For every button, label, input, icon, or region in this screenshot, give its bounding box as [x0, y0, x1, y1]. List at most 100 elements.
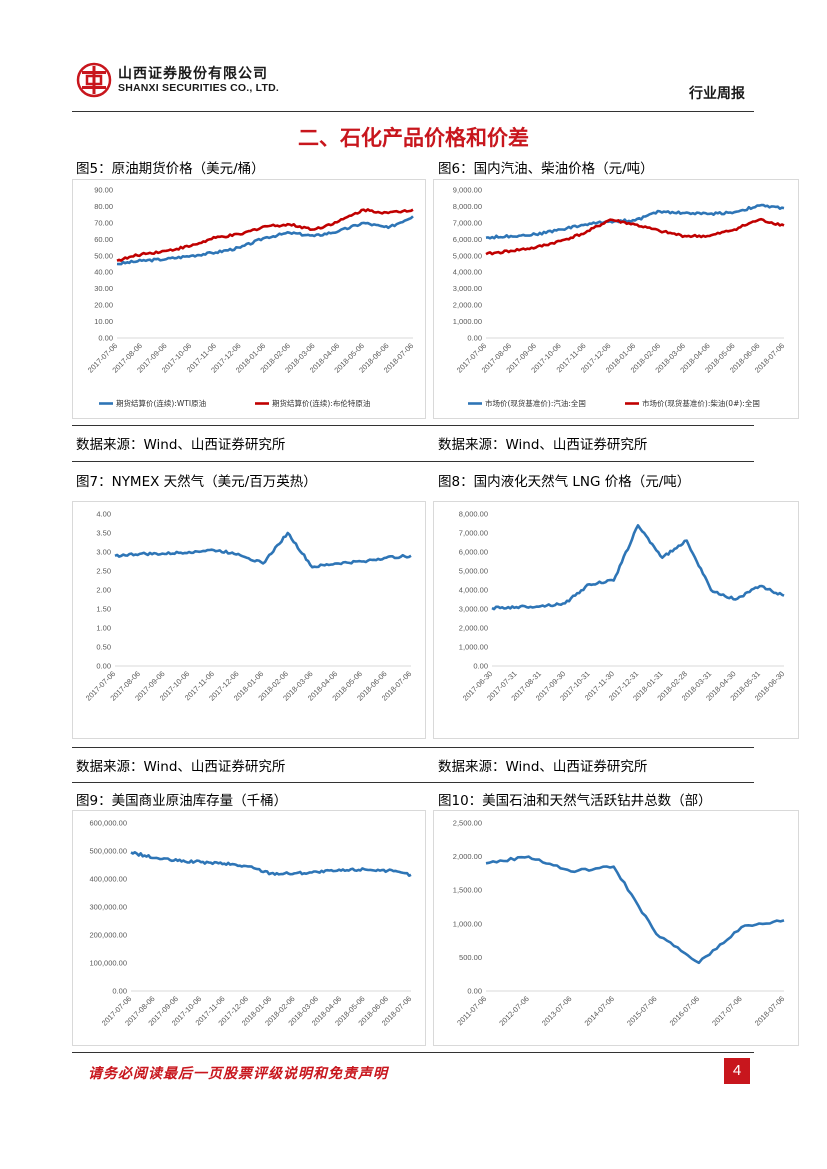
- y-tick-label: 7,000.00: [453, 218, 482, 227]
- fig5-title: 图5：原油期货价格（美元/桶）: [76, 161, 265, 177]
- y-tick-label: 0.00: [112, 987, 127, 996]
- y-tick-label: 400,000.00: [89, 875, 127, 884]
- legend-label: 市场价(现货基准价):汽油:全国: [485, 398, 586, 408]
- y-tick-label: 600,000.00: [89, 819, 127, 828]
- fig8-svg: 0.00 1,000.00 2,000.00 3,000.00 4,000.00 5,00…: [459, 510, 786, 703]
- x-tick-label: 2016-07-06: [668, 994, 701, 1027]
- divider: [72, 782, 754, 783]
- series-line-0: [116, 215, 414, 266]
- x-tick-label: 2013-07-06: [540, 994, 573, 1027]
- y-tick-label: 2,500.00: [453, 819, 482, 828]
- x-tick-label: 2017-07-06: [710, 994, 743, 1027]
- series-line-0: [485, 855, 785, 965]
- y-tick-label: 60.00: [94, 235, 113, 244]
- fig6-title: 图6：国内汽油、柴油价格（元/吨）: [438, 161, 654, 177]
- fig6-chart: 0.00 1,000.00 2,000.00 3,000.00 4,000.00 5,00…: [433, 179, 799, 419]
- y-tick-label: 3.00: [96, 548, 111, 557]
- series-line-0: [485, 203, 785, 240]
- x-tick-label: 2015-07-06: [625, 994, 658, 1027]
- y-tick-label: 1.50: [96, 605, 111, 614]
- x-tick-label: 2011-07-06: [455, 994, 488, 1027]
- report-type: 行业周报: [689, 86, 745, 102]
- y-tick-label: 1,000.00: [453, 919, 482, 928]
- divider: [72, 461, 754, 462]
- y-tick-label: 20.00: [94, 301, 113, 310]
- header-divider: [72, 111, 754, 112]
- y-tick-label: 0.00: [96, 662, 111, 671]
- fig8-title: 图8：国内液化天然气 LNG 价格（元/吨）: [438, 474, 691, 490]
- y-tick-label: 30.00: [94, 284, 113, 293]
- y-tick-label: 500.00: [459, 953, 482, 962]
- y-tick-label: 8,000.00: [453, 202, 482, 211]
- y-tick-label: 4,000.00: [459, 586, 488, 595]
- fig5-chart: 0.00 10.00 20.00 30.00 40.00 50.00 60.00 70.00 8…: [72, 179, 426, 419]
- y-tick-label: 6,000.00: [459, 548, 488, 557]
- fig9-title: 图9：美国商业原油库存量（千桶）: [76, 793, 288, 809]
- y-tick-label: 9,000.00: [453, 186, 482, 195]
- legend-label: 市场价(现货基准价):柴油(0#):全国: [642, 398, 760, 408]
- series-line-0: [491, 524, 785, 611]
- fig7-chart: 0.00 0.50 1.00 1.50 2.00 2.50 3.00 3.50 4.00 2017…: [72, 501, 426, 739]
- y-tick-label: 2,000.00: [459, 624, 488, 633]
- y-tick-label: 200,000.00: [89, 931, 127, 940]
- y-tick-label: 0.00: [467, 334, 482, 343]
- divider: [72, 425, 754, 426]
- y-tick-label: 2,000.00: [453, 301, 482, 310]
- company-name-en: SHANXI SECURITIES CO., LTD.: [118, 82, 279, 94]
- company-name-cn: 山西证券股份有限公司: [118, 66, 268, 82]
- page-number: 4: [724, 1058, 750, 1084]
- y-tick-label: 10.00: [94, 317, 113, 326]
- y-tick-label: 70.00: [94, 218, 113, 227]
- fig6-svg: 0.00 1,000.00 2,000.00 3,000.00 4,000.00 5,00…: [453, 186, 786, 409]
- series-line-1: [485, 217, 785, 256]
- y-tick-label: 7,000.00: [459, 529, 488, 538]
- fig5-source: 数据来源：Wind、山西证券研究所: [76, 437, 286, 453]
- section-title: 二、石化产品价格和价差: [298, 125, 529, 150]
- y-tick-label: 1.00: [96, 624, 111, 633]
- fig6-source: 数据来源：Wind、山西证券研究所: [438, 437, 648, 453]
- y-tick-label: 0.00: [467, 987, 482, 996]
- fig10-svg: 0.00 500.00 1,000.00 1,500.00 2,000.00 2,500.…: [453, 819, 786, 1028]
- y-tick-label: 2.50: [96, 567, 111, 576]
- y-tick-label: 40.00: [94, 268, 113, 277]
- divider: [72, 747, 754, 748]
- y-tick-label: 5,000.00: [459, 567, 488, 576]
- y-tick-label: 1,500.00: [453, 886, 482, 895]
- y-tick-label: 0.00: [98, 334, 113, 343]
- y-tick-label: 6,000.00: [453, 235, 482, 244]
- y-tick-label: 4,000.00: [453, 268, 482, 277]
- y-tick-label: 8,000.00: [459, 510, 488, 519]
- fig9-svg: 0.00 100,000.00 200,000.00 300,000.00 400,00…: [89, 819, 413, 1028]
- fig5-svg: 0.00 10.00 20.00 30.00 40.00 50.00 60.00 70.00 8…: [86, 186, 415, 409]
- series-line-0: [130, 851, 412, 877]
- x-tick-label: 2012-07-06: [497, 994, 530, 1027]
- y-tick-label: 100,000.00: [89, 959, 127, 968]
- y-tick-label: 0.50: [96, 643, 111, 652]
- y-tick-label: 2.00: [96, 586, 111, 595]
- y-tick-label: 3,000.00: [453, 284, 482, 293]
- legend-label: 期货结算价(连续):布伦特原油: [272, 398, 370, 408]
- disclaimer-note: 请务必阅读最后一页股票评级说明和免责声明: [88, 1066, 388, 1082]
- y-tick-label: 2,000.00: [453, 852, 482, 861]
- y-tick-label: 80.00: [94, 202, 113, 211]
- fig10-title: 图10：美国石油和天然气活跃钻井总数（部）: [438, 793, 712, 809]
- legend-label: 期货结算价(连续):WTI原油: [116, 398, 206, 408]
- fig7-source: 数据来源：Wind、山西证券研究所: [76, 759, 286, 775]
- fig7-title: 图7：NYMEX 天然气（美元/百万英热）: [76, 474, 317, 490]
- y-tick-label: 50.00: [94, 251, 113, 260]
- y-tick-label: 0.00: [473, 662, 488, 671]
- footer-divider: [72, 1052, 754, 1053]
- y-tick-label: 5,000.00: [453, 251, 482, 260]
- fig9-chart: 0.00 100,000.00 200,000.00 300,000.00 400,00…: [72, 810, 426, 1046]
- y-tick-label: 3,000.00: [459, 605, 488, 614]
- company-logo: [76, 62, 112, 98]
- series-line-0: [114, 531, 412, 569]
- x-tick-label: 2014-07-06: [583, 994, 616, 1027]
- y-tick-label: 1,000.00: [459, 643, 488, 652]
- series-line-1: [116, 208, 414, 262]
- y-tick-label: 90.00: [94, 186, 113, 195]
- y-tick-label: 1,000.00: [453, 317, 482, 326]
- y-tick-label: 500,000.00: [89, 847, 127, 856]
- fig8-chart: 0.00 1,000.00 2,000.00 3,000.00 4,000.00 5,00…: [433, 501, 799, 739]
- y-tick-label: 300,000.00: [89, 903, 127, 912]
